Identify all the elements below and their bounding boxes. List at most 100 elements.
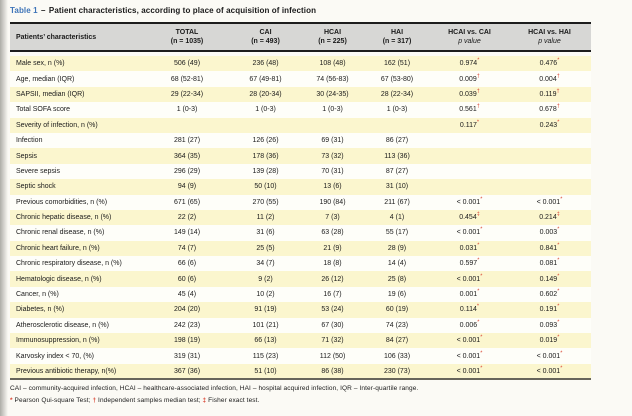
test-symbol: *	[557, 242, 560, 249]
test-symbol: *	[557, 227, 560, 234]
cell-cai: 270 (55)	[229, 194, 302, 210]
row-label: Severe sepsis	[10, 163, 145, 180]
cell-hcai: 63 (28)	[302, 225, 363, 241]
p-value: 0.093	[539, 321, 558, 329]
table-row: Hematologic disease, n (%) 60 (6) 9 (2) 26 …	[10, 271, 591, 287]
test-symbol: †	[556, 88, 560, 95]
cell-p-hcai-vs-hai: 0.004†	[508, 71, 591, 87]
test-symbol: *	[557, 257, 560, 264]
test-symbol: *	[477, 257, 480, 264]
cell-hai: 14 (4)	[363, 256, 431, 272]
p-value: < 0.001	[536, 198, 561, 206]
test-symbol: *	[477, 242, 480, 249]
cell-hai: 25 (8)	[363, 271, 431, 287]
cell-total: 94 (9)	[145, 179, 229, 195]
test-symbol: *	[477, 288, 480, 295]
cell-p-hcai-vs-cai: 0.006*	[431, 317, 508, 334]
p-value: 0.476	[539, 60, 558, 68]
cell-p-hcai-vs-cai	[431, 179, 508, 195]
cell-p-hcai-vs-hai: 0.081*	[508, 256, 591, 272]
p-value: < 0.001	[456, 198, 481, 206]
cell-p-hcai-vs-cai: < 0.001*	[431, 194, 508, 210]
table-row: Karvosky index < 70, (%) 319 (31) 115 (23)…	[10, 348, 591, 364]
cell-hcai: 190 (84)	[302, 194, 363, 210]
test-symbol: *	[557, 319, 560, 326]
cell-total: 364 (35)	[145, 148, 229, 164]
cell-hai: 162 (51)	[363, 56, 431, 72]
cell-total: 22 (2)	[145, 209, 229, 226]
row-label: SAPSII, median (IQR)	[10, 86, 145, 103]
cell-p-hcai-vs-cai: < 0.001*	[431, 333, 508, 349]
cell-hcai: 26 (12)	[302, 271, 363, 287]
cell-total: 149 (14)	[145, 225, 229, 241]
cell-p-hcai-vs-hai: 0.841*	[508, 240, 591, 257]
table-row: Severe sepsis 296 (29) 139 (28) 70 (31) 87 (…	[10, 163, 591, 180]
footnote-symbol: *	[10, 397, 13, 404]
cell-hai: 67 (53-80)	[363, 71, 431, 87]
cell-total: 45 (4)	[145, 286, 229, 303]
column-title: CAI	[259, 29, 272, 36]
cell-p-hcai-vs-hai	[508, 163, 591, 180]
cell-cai: 115 (23)	[229, 348, 302, 364]
cell-cai: 1 (0-3)	[229, 102, 302, 118]
row-label: Chronic heart failure, n (%)	[10, 240, 145, 257]
p-value: 0.117	[459, 121, 477, 129]
cell-cai: 178 (36)	[229, 148, 302, 164]
cell-hai: 31 (10)	[363, 179, 431, 195]
table-row: Previous antibiotic therapy, n(%) 367 (36…	[10, 363, 591, 380]
row-label: Severity of infection, n (%)	[10, 117, 145, 133]
p-value: 0.149	[539, 275, 558, 283]
cell-cai: 67 (49-81)	[229, 71, 302, 87]
column-subtitle: (n = 1035)	[170, 38, 204, 45]
cell-p-hcai-vs-cai: < 0.001*	[431, 348, 508, 364]
cell-p-hcai-vs-cai: < 0.001*	[431, 363, 508, 380]
row-label: Chronic respiratory disease, n (%)	[10, 256, 145, 272]
cell-hai: 211 (67)	[363, 194, 431, 210]
table-row: Chronic respiratory disease, n (%) 66 (6)…	[10, 256, 591, 272]
cell-cai: 25 (5)	[229, 240, 302, 257]
table-row: Age, median (IQR) 68 (52-81) 67 (49-81) 74 …	[10, 71, 591, 87]
p-value: 0.678	[539, 106, 557, 114]
cell-hai: 230 (73)	[363, 363, 431, 380]
cell-hai: 74 (23)	[363, 317, 431, 334]
cell-p-hcai-vs-hai: 0.678†	[508, 102, 591, 118]
cell-hai: 106 (33)	[363, 348, 431, 364]
cell-hcai: 53 (24)	[302, 302, 363, 318]
p-value: 0.191	[539, 306, 558, 314]
row-label: Cancer, n (%)	[10, 286, 145, 303]
p-value: 0.454	[459, 214, 477, 222]
column-title: TOTAL	[175, 29, 199, 36]
table-row: Total SOFA score 1 (0-3) 1 (0-3) 1 (0-3) 1 (…	[10, 102, 591, 118]
cell-p-hcai-vs-cai: 0.974*	[431, 56, 508, 72]
cell-cai: 236 (48)	[229, 56, 302, 72]
cell-hai: 87 (27)	[363, 163, 431, 180]
cell-hcai: 7 (3)	[302, 209, 363, 226]
row-label: Immunosuppression, n (%)	[10, 333, 145, 349]
row-label: Hematologic disease, n (%)	[10, 271, 145, 287]
cell-p-hcai-vs-hai: 0.003*	[508, 225, 591, 241]
cell-total: 204 (20)	[145, 302, 229, 318]
cell-hai: 19 (6)	[363, 286, 431, 303]
cell-hcai: 112 (50)	[302, 348, 363, 364]
cell-hcai: 69 (31)	[302, 132, 363, 149]
p-value: < 0.001	[536, 352, 561, 360]
p-value: 0.006	[459, 321, 478, 329]
footnote-abbreviations: CAI – community-acquired infection, HCAI…	[10, 385, 419, 392]
p-value: 0.031	[459, 244, 478, 252]
row-label: Karvosky index < 70, (%)	[10, 348, 145, 364]
row-label: Previous antibiotic therapy, n(%)	[10, 363, 145, 380]
p-value: < 0.001	[456, 367, 481, 375]
table-row: Septic shock 94 (9) 50 (10) 13 (6) 31 (10)	[10, 179, 591, 195]
table-caption: Table 1 – Patient characteristics, accor…	[10, 6, 316, 15]
cell-hcai: 13 (6)	[302, 179, 363, 195]
column-subtitle: (n = 317)	[382, 38, 412, 45]
table-row: Sepsis 364 (35) 178 (36) 73 (32) 113 (36)	[10, 148, 591, 164]
test-symbol: ‡	[556, 211, 560, 218]
row-label: Total SOFA score	[10, 102, 145, 118]
p-value: 0.114	[459, 306, 477, 314]
test-symbol: *	[557, 288, 560, 295]
test-symbol: †	[556, 104, 560, 111]
cell-total: 1 (0-3)	[145, 102, 229, 118]
cell-p-hcai-vs-cai: < 0.001*	[431, 225, 508, 241]
cell-p-hcai-vs-cai: 0.561†	[431, 102, 508, 118]
